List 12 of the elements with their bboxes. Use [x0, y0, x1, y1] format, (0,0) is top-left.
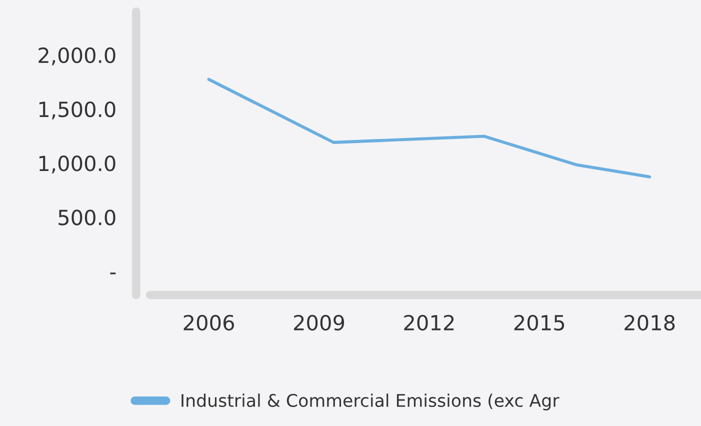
y-tick-label: 1,000.0 — [39, 156, 116, 174]
y-tick-label: 1,500.0 — [39, 101, 116, 120]
x-tick-label: 2015 — [514, 314, 564, 331]
y-tick-label: 2,000.0 — [38, 47, 116, 66]
y-tick-label: - — [110, 272, 116, 274]
x-tick-label: 2018 — [624, 314, 675, 331]
legend-label: Industrial & Commercial Emissions (exc Agr — [182, 394, 560, 410]
x-tick-label: 2006 — [184, 314, 234, 331]
x-tick-label: 2012 — [404, 314, 454, 331]
x-tick-label: 2009 — [294, 314, 344, 331]
line-series — [207, 78, 652, 178]
y-tick-label: 500.0 — [58, 210, 116, 226]
